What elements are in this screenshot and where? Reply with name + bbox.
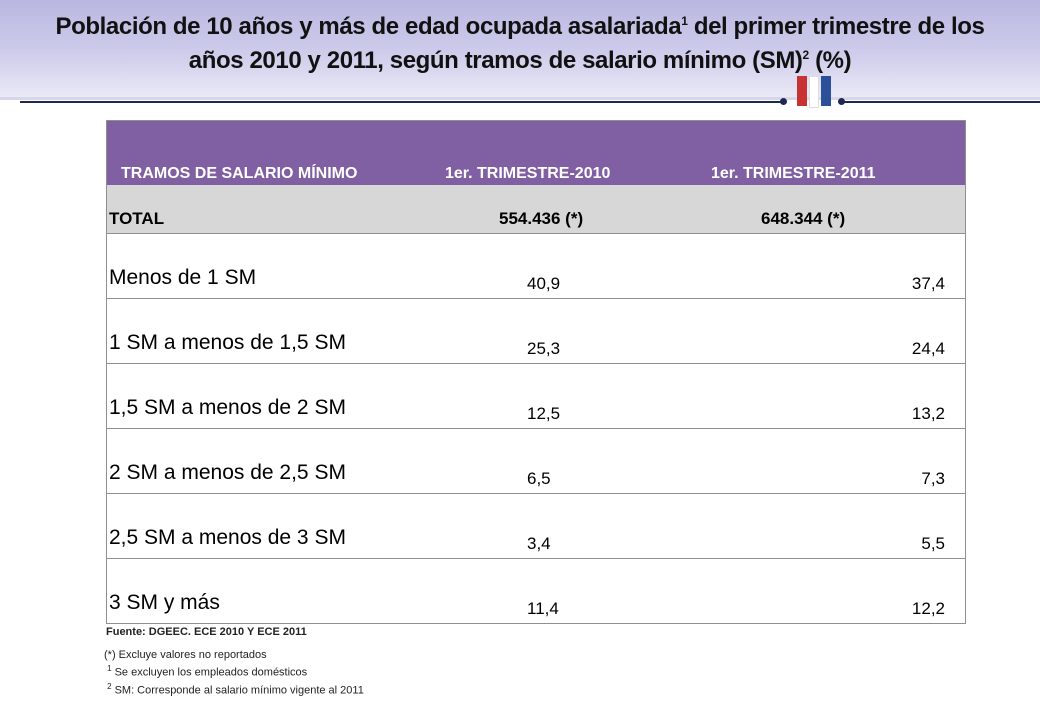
title-band: [0, 0, 1040, 100]
row-value-2010: 12,5: [527, 404, 561, 423]
header-2010: 1er. TRIMESTRE-2010: [445, 165, 611, 182]
footnote-1: 1 Se excluyen los empleados domésticos: [104, 662, 364, 680]
row-label: 2 SM a menos de 2,5 SM: [109, 461, 346, 484]
row-value-2011: 7,3: [921, 469, 945, 488]
footnote-2-marker: 2: [107, 681, 112, 691]
flag-white-stripe: [809, 76, 819, 108]
row-value-2010: 40,9: [527, 274, 561, 293]
row-value-2011: 37,4: [911, 274, 945, 293]
title-line2-end: (%): [808, 47, 852, 74]
footnote-2-text: SM: Corresponde al salario mínimo vigent…: [111, 684, 364, 697]
total-label: TOTAL: [109, 209, 165, 228]
footnote-1-marker: 1: [107, 664, 112, 673]
table-total-row: TOTAL 554.436 (*) 648.344 (*): [107, 185, 965, 234]
divider-dot-right: [838, 98, 845, 105]
table-row: 1 SM a menos de 1,5 SM 25,3 24,4: [107, 299, 965, 364]
salary-table: TRAMOS DE SALARIO MÍNIMO 1er. TRIMESTRE-…: [106, 120, 966, 624]
divider-dot-left: [780, 98, 787, 105]
row-value-2011: 5,5: [921, 534, 945, 553]
flag-blue-stripe: [821, 76, 831, 106]
total-2010: 554.436 (*): [499, 209, 584, 228]
row-value-2010: 25,3: [527, 339, 561, 358]
table-row: 2,5 SM a menos de 3 SM 3,4 5,5: [107, 494, 965, 559]
header-tramos: TRAMOS DE SALARIO MÍNIMO: [121, 165, 358, 182]
row-label: Menos de 1 SM: [109, 266, 257, 289]
row-label: 2,5 SM a menos de 3 SM: [109, 526, 346, 549]
flag-red-stripe: [797, 76, 807, 106]
title-line2-text: años 2010 y 2011, según tramos de salari…: [188, 47, 803, 74]
row-value-2011: 24,4: [911, 339, 945, 358]
footnote-1-text: Se excluyen los empleados domésticos: [111, 666, 308, 679]
total-2011: 648.344 (*): [761, 209, 846, 228]
title-divider-right: [842, 101, 1040, 103]
row-label: 1 SM a menos de 1,5 SM: [109, 331, 346, 354]
footnote-2: 2 SM: Corresponde al salario mínimo vige…: [104, 680, 364, 698]
row-value-2011: 12,2: [911, 599, 945, 618]
row-label: 1,5 SM a menos de 2 SM: [109, 396, 346, 419]
title-line1-text: Población de 10 años y más de edad ocupa…: [55, 13, 682, 40]
table-row: 2 SM a menos de 2,5 SM 6,5 7,3: [107, 429, 965, 494]
source-note: Fuente: DGEEC. ECE 2010 Y ECE 2011: [106, 626, 307, 638]
table-row: Menos de 1 SM 40,9 37,4: [107, 234, 965, 299]
table-row: 3 SM y más 11,4 12,2: [107, 559, 965, 623]
header-2011: 1er. TRIMESTRE-2011: [711, 165, 876, 182]
footnotes: (*) Excluye valores no reportados 1 Se e…: [104, 648, 364, 697]
row-value-2011: 13,2: [911, 404, 945, 423]
row-label: 3 SM y más: [109, 591, 220, 614]
row-value-2010: 11,4: [527, 599, 559, 618]
page-title: Población de 10 años y más de edad ocupa…: [10, 10, 1030, 78]
title-footnote-2: 2: [802, 48, 810, 62]
row-value-2010: 3,4: [527, 534, 551, 553]
table-row: 1,5 SM a menos de 2 SM 12,5 13,2: [107, 364, 965, 429]
title-footnote-1: 1: [681, 14, 688, 28]
table-header-row: TRAMOS DE SALARIO MÍNIMO 1er. TRIMESTRE-…: [107, 121, 965, 185]
row-value-2010: 6,5: [527, 469, 551, 488]
title-line1-end: del primer trimestre de los: [687, 13, 985, 40]
title-divider-left: [20, 101, 782, 103]
footnote-asterisk: (*) Excluye valores no reportados: [104, 649, 267, 661]
